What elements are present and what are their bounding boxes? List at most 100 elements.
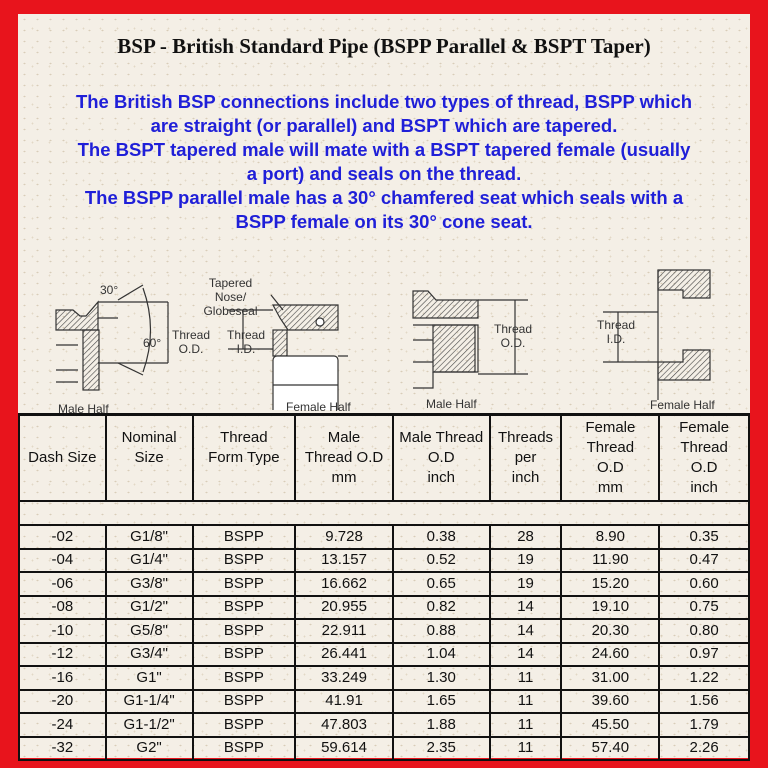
intro-line: a port) and seals on the thread. bbox=[246, 163, 522, 184]
cell-female-thread-od-mm: 57.40 bbox=[560, 735, 661, 761]
cell-thread-form-type: BSPP bbox=[191, 735, 297, 761]
cell-female-thread-od-inch: 0.80 bbox=[658, 618, 750, 644]
header-text: inch bbox=[690, 479, 718, 496]
header-text: inch bbox=[427, 469, 455, 486]
cell-male-thread-od-inch: 0.38 bbox=[391, 524, 491, 550]
cell-male-thread-od-inch: 1.30 bbox=[391, 665, 491, 691]
header-text bbox=[107, 468, 192, 488]
table-row: -10 G5/8" BSPP 22.911 0.88 14 20.30 0.80 bbox=[18, 618, 750, 644]
header-text bbox=[20, 428, 105, 448]
cell-male-thread-od-mm: 9.728 bbox=[294, 524, 394, 550]
cell-threads-per-inch: 14 bbox=[488, 641, 563, 667]
cell-female-thread-od-mm: 39.60 bbox=[560, 688, 661, 714]
cell-male-thread-od-inch: 0.88 bbox=[391, 618, 491, 644]
intro-line: The British BSP connections include two … bbox=[75, 91, 693, 112]
cell-thread-form-type: BSPP bbox=[191, 571, 297, 597]
cell-male-thread-od-inch: 1.88 bbox=[391, 712, 491, 738]
cell-dash-size: -20 bbox=[18, 688, 107, 714]
cell-thread-form-type: BSPP bbox=[191, 641, 297, 667]
cell-nominal-size: G1/8" bbox=[104, 524, 194, 550]
cell-male-thread-od-inch: 1.65 bbox=[391, 688, 491, 714]
cell-female-thread-od-inch: 2.26 bbox=[658, 735, 750, 761]
cell-male-thread-od-mm: 59.614 bbox=[294, 735, 394, 761]
cell-nominal-size: G2" bbox=[104, 735, 194, 761]
cell-female-thread-od-inch: 0.97 bbox=[658, 641, 750, 667]
header-text: Dash Size bbox=[28, 449, 97, 466]
cell-thread-form-type: BSPP bbox=[191, 524, 297, 550]
cell-female-thread-od-inch: 1.22 bbox=[658, 665, 750, 691]
spacer-cell bbox=[18, 500, 750, 526]
header-text: per bbox=[514, 449, 537, 466]
cell-thread-form-type: BSPP bbox=[191, 665, 297, 691]
cell-female-thread-od-inch: 0.47 bbox=[658, 547, 750, 573]
intro-text: The British BSP connections include two … bbox=[18, 90, 750, 234]
cell-threads-per-inch: 19 bbox=[488, 571, 563, 597]
cell-female-thread-od-mm: 31.00 bbox=[560, 665, 661, 691]
header-text: mm bbox=[331, 469, 357, 486]
header-text: O.D bbox=[597, 459, 624, 476]
header-text: Female Thread bbox=[585, 419, 636, 456]
cell-nominal-size: G1/2" bbox=[104, 594, 194, 620]
cell-male-thread-od-inch: 0.52 bbox=[391, 547, 491, 573]
header-text: mm bbox=[597, 479, 623, 496]
cell-nominal-size: G3/4" bbox=[104, 641, 194, 667]
cell-threads-per-inch: 11 bbox=[488, 735, 563, 761]
cell-male-thread-od-mm: 33.249 bbox=[294, 665, 394, 691]
cell-dash-size: -02 bbox=[18, 524, 107, 550]
cell-threads-per-inch: 11 bbox=[488, 712, 563, 738]
cell-threads-per-inch: 11 bbox=[488, 688, 563, 714]
cell-thread-form-type: BSPP bbox=[191, 688, 297, 714]
cell-male-thread-od-mm: 22.911 bbox=[294, 618, 394, 644]
intro-line: BSPP female on its 30° cone seat. bbox=[235, 211, 533, 232]
header-text: Thread O.D bbox=[304, 449, 384, 466]
table-row: -02 G1/8" BSPP 9.728 0.38 28 8.90 0.35 bbox=[18, 524, 750, 550]
header-text bbox=[194, 468, 295, 488]
header-text: Threads bbox=[498, 429, 554, 446]
table-row: -16 G1" BSPP 33.249 1.30 11 31.00 1.22 bbox=[18, 665, 750, 691]
column-header-male-thread-od-mm: Male Thread O.D mm bbox=[294, 413, 394, 502]
header-text: Size bbox=[134, 449, 164, 466]
cell-dash-size: -08 bbox=[18, 594, 107, 620]
table-spacer-row bbox=[18, 500, 750, 526]
cell-male-thread-od-inch: 0.82 bbox=[391, 594, 491, 620]
cell-threads-per-inch: 14 bbox=[488, 618, 563, 644]
bsp-thread-table: Dash Size Nominal Size Thread Form Type Male T… bbox=[18, 413, 750, 761]
cell-female-thread-od-inch: 0.35 bbox=[658, 524, 750, 550]
cell-female-thread-od-mm: 8.90 bbox=[560, 524, 661, 550]
intro-line: are straight (or parallel) and BSPT whic… bbox=[150, 115, 618, 136]
female-half-label: Female Half bbox=[286, 400, 351, 414]
page: BSP - British Standard Pipe (BSPP Parall… bbox=[18, 14, 750, 761]
cell-male-thread-od-mm: 41.91 bbox=[294, 688, 394, 714]
cell-male-thread-od-inch: 2.35 bbox=[391, 735, 491, 761]
cell-dash-size: -12 bbox=[18, 641, 107, 667]
cell-threads-per-inch: 11 bbox=[488, 665, 563, 691]
cell-female-thread-od-mm: 20.30 bbox=[560, 618, 661, 644]
thread-id-label: Thread I.D. bbox=[226, 328, 266, 356]
cell-dash-size: -04 bbox=[18, 547, 107, 573]
intro-line: The BSPT tapered male will mate with a B… bbox=[77, 139, 691, 160]
cell-dash-size: -06 bbox=[18, 571, 107, 597]
cell-nominal-size: G1" bbox=[104, 665, 194, 691]
cell-male-thread-od-inch: 1.04 bbox=[391, 641, 491, 667]
cell-thread-form-type: BSPP bbox=[191, 712, 297, 738]
table-row: -12 G3/4" BSPP 26.441 1.04 14 24.60 0.97 bbox=[18, 641, 750, 667]
header-text: Female Thread bbox=[679, 419, 730, 456]
cell-dash-size: -16 bbox=[18, 665, 107, 691]
cell-female-thread-od-mm: 11.90 bbox=[560, 547, 661, 573]
header-text: Form Type bbox=[208, 449, 280, 466]
header-text: O.D bbox=[427, 449, 455, 466]
table-header-row: Dash Size Nominal Size Thread Form Type Male T… bbox=[18, 413, 750, 502]
header-text: Male bbox=[327, 429, 361, 446]
female-half-label: Female Half bbox=[650, 398, 715, 412]
cell-nominal-size: G5/8" bbox=[104, 618, 194, 644]
cell-female-thread-od-mm: 24.60 bbox=[560, 641, 661, 667]
column-header-female-thread-od-inch: Female Thread O.D inch bbox=[658, 413, 750, 502]
cell-female-thread-od-mm: 19.10 bbox=[560, 594, 661, 620]
cell-thread-form-type: BSPP bbox=[191, 547, 297, 573]
table-row: -04 G1/4" BSPP 13.157 0.52 19 11.90 0.47 bbox=[18, 547, 750, 573]
angle-60-label: 60° bbox=[143, 336, 162, 350]
header-text bbox=[20, 468, 105, 488]
header-text: inch bbox=[511, 469, 540, 486]
cell-female-thread-od-inch: 1.79 bbox=[658, 712, 750, 738]
cell-male-thread-od-mm: 13.157 bbox=[294, 547, 394, 573]
